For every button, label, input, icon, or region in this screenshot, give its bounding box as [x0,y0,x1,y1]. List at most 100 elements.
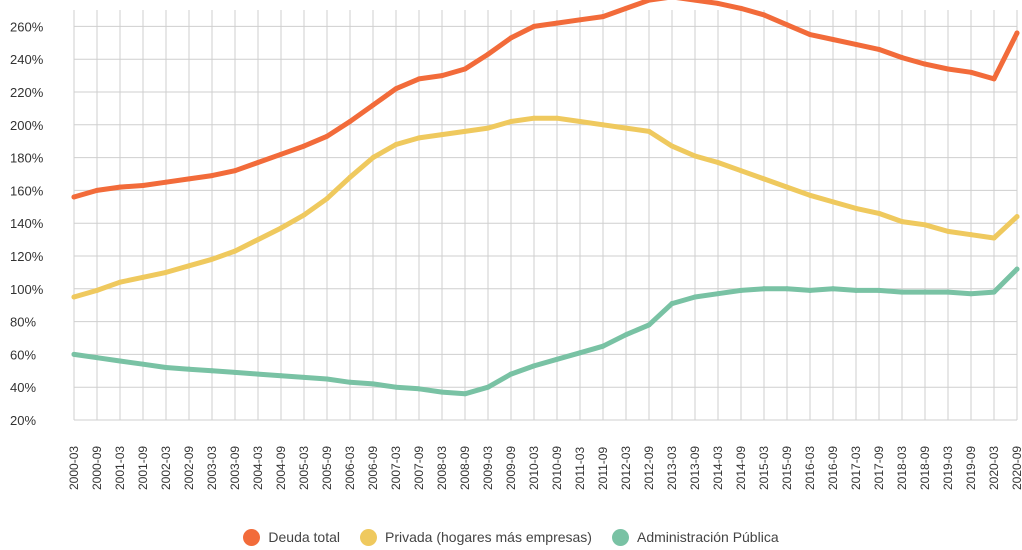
data-point-series-1 [94,287,100,293]
x-tick-label: 2013-09 [688,446,702,490]
data-point-series-1 [301,212,307,218]
x-tick-label: 2019-03 [941,446,955,490]
x-tick-label: 2000-03 [67,446,81,490]
series-line-2 [71,266,1020,397]
legend-label-deuda-total: Deuda total [268,529,340,545]
x-tick-label: 2008-03 [435,446,449,490]
data-point-series-1 [738,168,744,174]
data-point-series-1 [830,199,836,205]
y-tick-label: 160% [10,183,44,198]
data-point-series-2 [1014,266,1020,272]
data-point-series-1 [71,294,77,300]
data-point-series-1 [807,192,813,198]
legend-dot-deuda-total [243,528,261,546]
data-point-series-1 [278,225,284,231]
x-tick-label: 2004-09 [274,446,288,490]
legend-item-privada: Privada (hogares más empresas) [360,528,592,546]
y-tick-label: 240% [10,52,44,67]
x-tick-label: 2009-09 [504,446,518,490]
data-point-series-2 [209,368,215,374]
y-tick-label: 180% [10,151,44,166]
legend-label-administracion-publica: Administración Pública [636,529,779,545]
y-tick-label: 120% [10,249,44,264]
y-tick-label: 260% [10,19,44,34]
data-point-series-0 [232,168,238,174]
x-tick-label: 2016-09 [826,446,840,490]
data-point-series-0 [807,32,813,38]
y-tick-label: 220% [10,85,44,100]
legend: Deuda total Privada (hogares más empresa… [0,524,1022,550]
data-point-series-2 [853,287,859,293]
y-tick-label: 80% [10,315,36,330]
data-point-series-1 [232,248,238,254]
x-tick-label: 2018-03 [895,446,909,490]
data-point-series-1 [784,184,790,190]
data-point-series-1 [531,115,537,121]
data-point-series-0 [784,22,790,28]
data-point-series-1 [508,119,514,125]
data-point-series-1 [186,263,192,269]
data-point-series-2 [255,371,261,377]
data-point-series-2 [324,376,330,382]
x-tick-label: 2001-09 [136,446,150,490]
legend-dot-administracion-publica [611,528,629,546]
x-tick-label: 2020-03 [987,446,1001,490]
data-point-series-2 [508,371,514,377]
x-tick-label: 2003-09 [228,446,242,490]
data-point-series-2 [991,289,997,295]
data-point-series-1 [761,176,767,182]
data-point-series-0 [186,176,192,182]
data-point-series-1 [324,196,330,202]
x-tick-label: 2014-03 [711,446,725,490]
data-point-series-0 [508,35,514,41]
x-tick-label: 2002-03 [159,446,173,490]
y-tick-label: 140% [10,216,44,231]
data-point-series-2 [646,322,652,328]
data-point-series-1 [462,128,468,134]
x-tick-label: 2005-03 [297,446,311,490]
data-point-series-0 [554,20,560,26]
data-point-series-0 [646,0,652,3]
data-point-series-2 [94,355,100,361]
data-point-series-2 [232,369,238,375]
x-tick-label: 2007-09 [412,446,426,490]
data-point-series-0 [853,41,859,47]
series-line-0 [71,0,1020,200]
series-line-1 [71,115,1020,300]
data-point-series-2 [462,391,468,397]
x-tick-label: 2009-03 [481,446,495,490]
data-point-series-0 [485,51,491,57]
data-point-series-0 [531,23,537,29]
data-point-series-0 [163,179,169,185]
data-point-series-1 [876,210,882,216]
data-point-series-0 [278,151,284,157]
data-point-series-2 [899,289,905,295]
data-point-series-1 [1014,214,1020,220]
data-point-series-2 [761,286,767,292]
legend-item-administracion-publica: Administración Pública [611,528,779,546]
data-point-series-0 [968,69,974,75]
data-point-series-1 [669,143,675,149]
data-point-series-1 [163,269,169,275]
data-point-series-2 [347,379,353,385]
x-tick-label: 2008-09 [458,446,472,490]
y-tick-label: 60% [10,347,36,362]
x-tick-label: 2011-03 [573,447,587,490]
data-point-series-2 [485,384,491,390]
y-tick-label: 100% [10,282,44,297]
x-tick-label: 2010-09 [550,446,564,490]
data-point-series-1 [991,235,997,241]
data-point-series-0 [715,0,721,6]
data-point-series-1 [692,153,698,159]
data-point-series-1 [140,274,146,280]
data-point-series-1 [922,222,928,228]
x-tick-label: 2006-03 [343,446,357,490]
y-tick-label: 20% [10,413,36,428]
x-tick-label: 2012-03 [619,446,633,490]
x-tick-label: 2003-03 [205,446,219,490]
x-tick-label: 2001-03 [113,446,127,490]
data-point-series-2 [830,286,836,292]
data-point-series-0 [922,61,928,67]
data-point-series-0 [991,76,997,82]
x-tick-label: 2012-09 [642,446,656,490]
